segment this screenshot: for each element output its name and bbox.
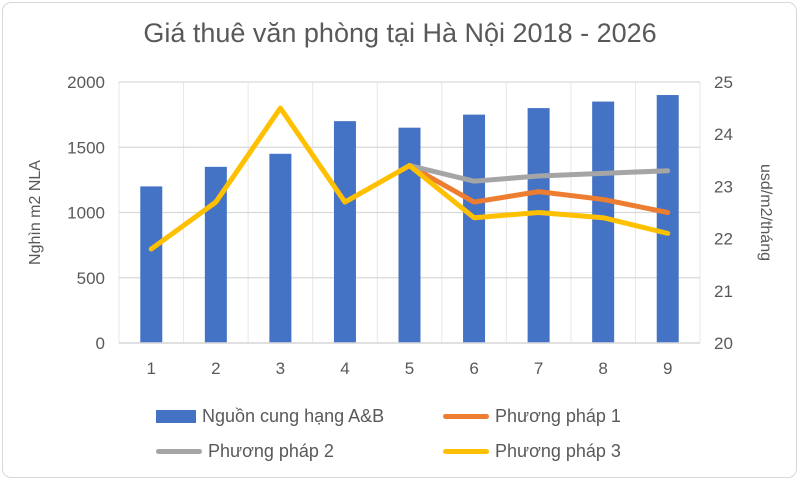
x-axis-tick-label: 6 xyxy=(469,359,478,378)
legend-item-phuong-phap-2: Phương pháp 2 xyxy=(156,441,443,462)
legend-item-phuong-phap-3: Phương pháp 3 xyxy=(443,441,621,462)
bar xyxy=(398,127,421,343)
bar xyxy=(140,186,163,343)
y-axis-tick-label: 1500 xyxy=(67,138,105,157)
bar xyxy=(656,95,679,343)
x-axis-tick-label: 2 xyxy=(211,359,220,378)
line-series xyxy=(407,163,671,215)
legend-label: Phương pháp 1 xyxy=(495,406,621,426)
y2-axis-tick-label: 25 xyxy=(714,73,733,92)
legend-row: Phương pháp 2 Phương pháp 3 xyxy=(156,434,621,469)
x-axis-tick-label: 7 xyxy=(534,359,543,378)
y2-axis-tick-label: 20 xyxy=(714,334,733,353)
y2-axis-tick-label: 23 xyxy=(714,177,733,196)
y2-axis-tick-label: 21 xyxy=(714,282,733,301)
line-series xyxy=(407,163,671,184)
x-axis-tick-label: 4 xyxy=(340,359,349,378)
y2-axis-tick-label: 22 xyxy=(714,230,733,249)
bar xyxy=(592,101,615,343)
chart-legend: Nguồn cung hạng A&B Phương pháp 1 Phương… xyxy=(156,399,621,469)
x-axis-tick-label: 5 xyxy=(405,359,414,378)
legend-label: Phương pháp 2 xyxy=(208,441,334,461)
bar xyxy=(269,153,292,343)
legend-label: Nguồn cung hạng A&B xyxy=(202,406,385,426)
legend-label: Phương pháp 3 xyxy=(495,441,621,461)
bar xyxy=(527,108,550,343)
bar xyxy=(333,121,356,344)
legend-item-nguon-cung-hang-ab: Nguồn cung hạng A&B xyxy=(156,406,443,427)
y-axis-tick-label: 500 xyxy=(77,269,105,288)
legend-row: Nguồn cung hạng A&B Phương pháp 1 xyxy=(156,399,621,434)
legend-item-phuong-phap-1: Phương pháp 1 xyxy=(443,406,621,427)
line-series xyxy=(148,105,671,252)
legend-line-swatch-icon xyxy=(443,449,489,454)
y-axis-tick-label: 1000 xyxy=(67,204,105,223)
bar xyxy=(463,114,486,343)
y-axis-tick-label: 2000 xyxy=(67,73,105,92)
right-axis-title: usd/m2/tháng xyxy=(757,164,774,261)
legend-bar-swatch-icon xyxy=(156,410,196,423)
x-axis-tick-label: 8 xyxy=(598,359,607,378)
legend-line-swatch-icon xyxy=(443,414,489,419)
legend-line-swatch-icon xyxy=(156,449,202,454)
x-axis-tick-label: 9 xyxy=(663,359,672,378)
chart-title: Giá thuê văn phòng tại Hà Nội 2018 - 202… xyxy=(143,18,657,48)
bar xyxy=(204,166,227,343)
x-axis-tick-label: 1 xyxy=(147,359,156,378)
x-axis-tick-label: 3 xyxy=(276,359,285,378)
y-axis-tick-label: 0 xyxy=(96,334,105,353)
y2-axis-tick-label: 24 xyxy=(714,125,733,144)
left-axis-title: Nghìn m2 NLA xyxy=(27,160,44,265)
